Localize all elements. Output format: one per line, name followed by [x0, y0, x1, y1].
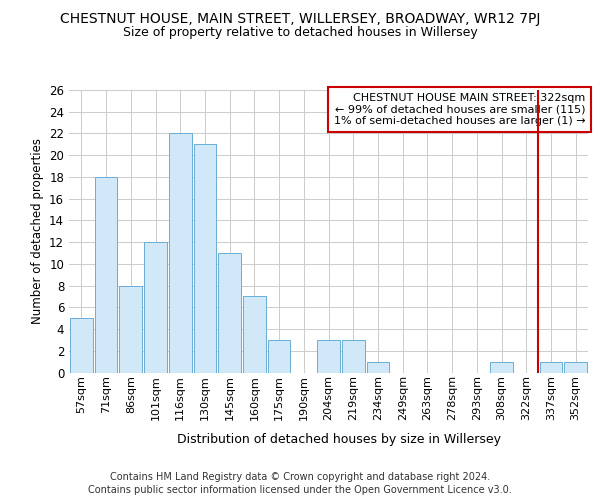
Bar — [194, 144, 216, 372]
Text: CHESTNUT HOUSE MAIN STREET: 322sqm
← 99% of detached houses are smaller (115)
1%: CHESTNUT HOUSE MAIN STREET: 322sqm ← 99%… — [334, 93, 586, 126]
Bar — [95, 177, 118, 372]
Bar — [144, 242, 167, 372]
Bar — [564, 362, 587, 372]
Bar — [218, 253, 241, 372]
Bar — [342, 340, 365, 372]
Text: Contains HM Land Registry data © Crown copyright and database right 2024.: Contains HM Land Registry data © Crown c… — [110, 472, 490, 482]
Text: Size of property relative to detached houses in Willersey: Size of property relative to detached ho… — [122, 26, 478, 39]
Y-axis label: Number of detached properties: Number of detached properties — [31, 138, 44, 324]
Bar — [317, 340, 340, 372]
Bar — [169, 134, 191, 372]
Bar — [243, 296, 266, 372]
Text: CHESTNUT HOUSE, MAIN STREET, WILLERSEY, BROADWAY, WR12 7PJ: CHESTNUT HOUSE, MAIN STREET, WILLERSEY, … — [60, 12, 540, 26]
Bar — [367, 362, 389, 372]
Bar — [119, 286, 142, 372]
Bar — [70, 318, 93, 372]
Text: Contains public sector information licensed under the Open Government Licence v3: Contains public sector information licen… — [88, 485, 512, 495]
Bar — [268, 340, 290, 372]
Bar — [490, 362, 513, 372]
Text: Distribution of detached houses by size in Willersey: Distribution of detached houses by size … — [177, 432, 501, 446]
Bar — [539, 362, 562, 372]
